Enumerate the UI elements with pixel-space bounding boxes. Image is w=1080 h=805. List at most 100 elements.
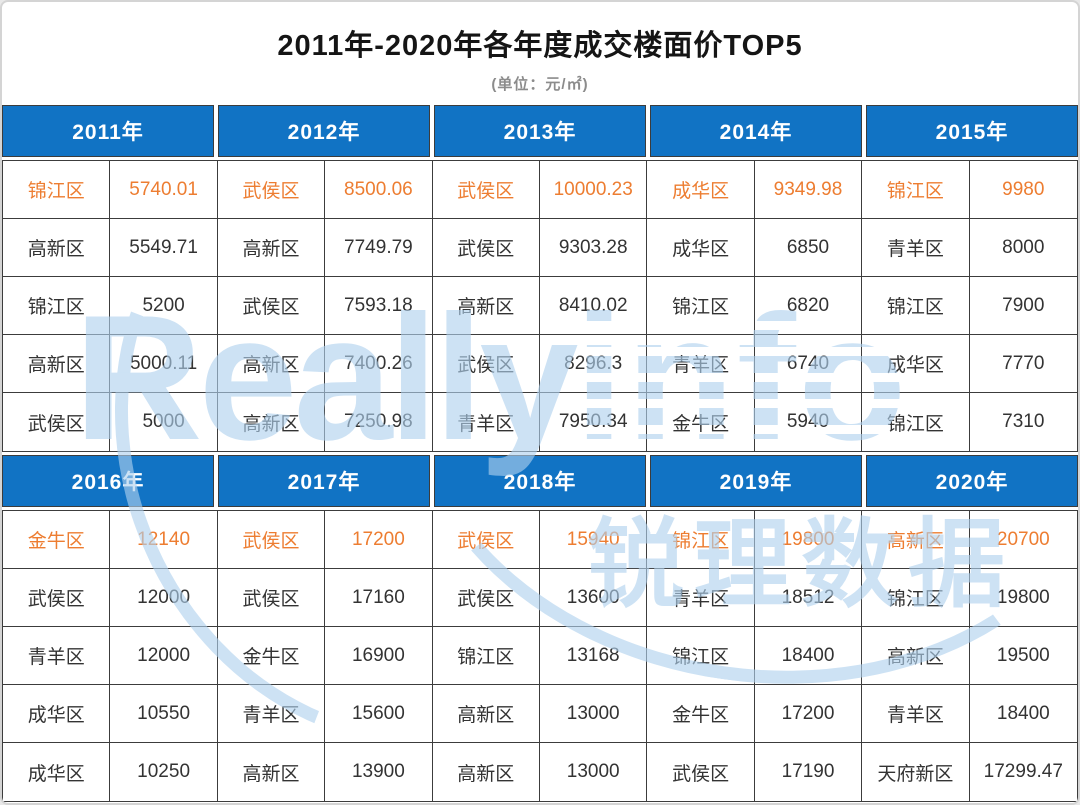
district-cell: 锦江区 xyxy=(3,277,111,335)
price-cell: 17190 xyxy=(755,743,863,801)
district-cell: 金牛区 xyxy=(647,393,755,451)
year-header: 2017年 xyxy=(218,455,430,507)
price-cell: 17299.47 xyxy=(983,761,1063,782)
district-cell: 锦江区 xyxy=(862,277,970,335)
table-section-2016-2020: 2016年 2017年 2018年 2019年 2020年 金牛区 12140 武侯区 172… xyxy=(2,455,1078,802)
price-cell: 7250.98 xyxy=(325,393,433,451)
price-cell: 10550 xyxy=(110,685,218,743)
price-cell: 13168 xyxy=(540,627,648,685)
price-cell: 9980 xyxy=(969,161,1077,219)
district-cell: 金牛区 xyxy=(217,627,326,685)
district-cell: 青羊区 xyxy=(862,685,970,743)
district-cell: 青羊区 xyxy=(217,685,326,743)
price-cell: 8410.02 xyxy=(540,277,648,335)
price-cell: 18512 xyxy=(754,569,863,627)
district-cell: 成华区 xyxy=(862,335,970,393)
price-cell: 18400 xyxy=(754,627,863,685)
page-subtitle: (单位：元/㎡) xyxy=(491,76,589,93)
district-cell: 高新区 xyxy=(433,743,540,801)
year-header: 2013年 xyxy=(434,105,646,157)
year-header: 2018年 xyxy=(434,455,646,507)
district-cell: 高新区 xyxy=(3,335,111,393)
price-cell: 7770 xyxy=(969,335,1077,393)
price-cell: 9349.98 xyxy=(754,161,863,219)
district-cell: 天府新区 xyxy=(862,743,970,801)
price-cell: 19500 xyxy=(969,627,1077,685)
price-cell: 6850 xyxy=(754,219,863,277)
price-cell: 8296.3 xyxy=(540,335,648,393)
district-cell: 青羊区 xyxy=(647,569,755,627)
price-cell: 16900 xyxy=(325,627,433,685)
district-cell: 成华区 xyxy=(647,219,755,277)
district-cell: 高新区 xyxy=(862,511,970,569)
price-cell: 7749.79 xyxy=(325,219,433,277)
district-cell: 高新区 xyxy=(217,335,326,393)
year-header: 2011年 xyxy=(2,105,214,157)
year-header: 2016年 xyxy=(2,455,214,507)
page-title: 2011年-2020年各年度成交楼面价TOP5 xyxy=(277,30,803,62)
district-cell: 金牛区 xyxy=(3,511,111,569)
price-cell: 6740 xyxy=(754,335,863,393)
price-cell: 12000 xyxy=(110,627,218,685)
price-cell: 10250 xyxy=(110,743,218,801)
data-grid: 金牛区 12140 武侯区 17200 武侯区 15940 锦江区 19800 高新区 20700… xyxy=(2,510,1078,802)
district-cell: 高新区 xyxy=(432,277,540,335)
district-cell: 锦江区 xyxy=(862,569,970,627)
district-cell: 高新区 xyxy=(218,393,326,451)
district-cell: 青羊区 xyxy=(3,627,111,685)
price-cell: 15600 xyxy=(325,685,433,743)
district-cell: 高新区 xyxy=(217,219,326,277)
price-cell: 17160 xyxy=(325,569,433,627)
price-cell: 13000 xyxy=(540,685,648,743)
district-cell: 武侯区 xyxy=(217,161,326,219)
price-cell: 5000.11 xyxy=(110,335,218,393)
district-cell: 成华区 xyxy=(647,161,755,219)
district-cell: 武侯区 xyxy=(432,335,540,393)
district-cell: 武侯区 xyxy=(647,743,755,801)
district-cell: 锦江区 xyxy=(647,511,755,569)
district-cell: 武侯区 xyxy=(217,511,326,569)
price-cell: 7310 xyxy=(1002,411,1045,432)
year-header: 2019年 xyxy=(650,455,862,507)
year-header: 2015年 xyxy=(866,105,1078,157)
price-cell: 20700 xyxy=(969,511,1077,569)
year-header: 2014年 xyxy=(650,105,862,157)
district-cell: 武侯区 xyxy=(432,511,540,569)
price-cell: 10000.23 xyxy=(540,161,648,219)
price-cell: 7950.34 xyxy=(540,393,648,451)
district-cell: 武侯区 xyxy=(217,277,326,335)
price-cell: 15940 xyxy=(540,511,648,569)
price-cell: 7593.18 xyxy=(325,277,433,335)
table-wrap: 2011年 2012年 2013年 2014年 2015年 锦江区 5740.01 武侯区 8… xyxy=(2,105,1078,803)
district-cell: 成华区 xyxy=(3,685,111,743)
price-cell: 8000 xyxy=(969,219,1077,277)
price-cell: 13900 xyxy=(325,743,433,801)
price-cell: 12140 xyxy=(110,511,218,569)
year-header: 2012年 xyxy=(218,105,430,157)
district-cell: 金牛区 xyxy=(647,685,755,743)
district-cell: 高新区 xyxy=(3,219,111,277)
price-cell: 5549.71 xyxy=(110,219,218,277)
price-cell: 7900 xyxy=(969,277,1077,335)
district-cell: 武侯区 xyxy=(217,569,326,627)
price-cell: 13000 xyxy=(540,743,648,801)
district-cell: 锦江区 xyxy=(647,277,755,335)
district-cell: 青羊区 xyxy=(647,335,755,393)
data-grid: 锦江区 5740.01 武侯区 8500.06 武侯区 10000.23 成华区 9349.9… xyxy=(2,160,1078,452)
district-cell: 锦江区 xyxy=(862,161,970,219)
price-cell: 13600 xyxy=(540,569,648,627)
year-header-row: 2011年 2012年 2013年 2014年 2015年 xyxy=(2,105,1078,157)
year-header-row: 2016年 2017年 2018年 2019年 2020年 xyxy=(2,455,1078,507)
price-cell: 7400.26 xyxy=(325,335,433,393)
price-cell: 5200 xyxy=(110,277,218,335)
district-cell: 武侯区 xyxy=(3,393,111,451)
price-cell: 19800 xyxy=(969,569,1077,627)
district-cell: 锦江区 xyxy=(3,161,111,219)
table-section-2011-2015: 2011年 2012年 2013年 2014年 2015年 锦江区 5740.01 武侯区 8… xyxy=(2,105,1078,452)
district-cell: 武侯区 xyxy=(432,161,540,219)
year-header: 2020年 xyxy=(866,455,1078,507)
district-cell: 武侯区 xyxy=(3,569,111,627)
district-cell: 青羊区 xyxy=(433,393,540,451)
district-cell: 武侯区 xyxy=(432,569,540,627)
